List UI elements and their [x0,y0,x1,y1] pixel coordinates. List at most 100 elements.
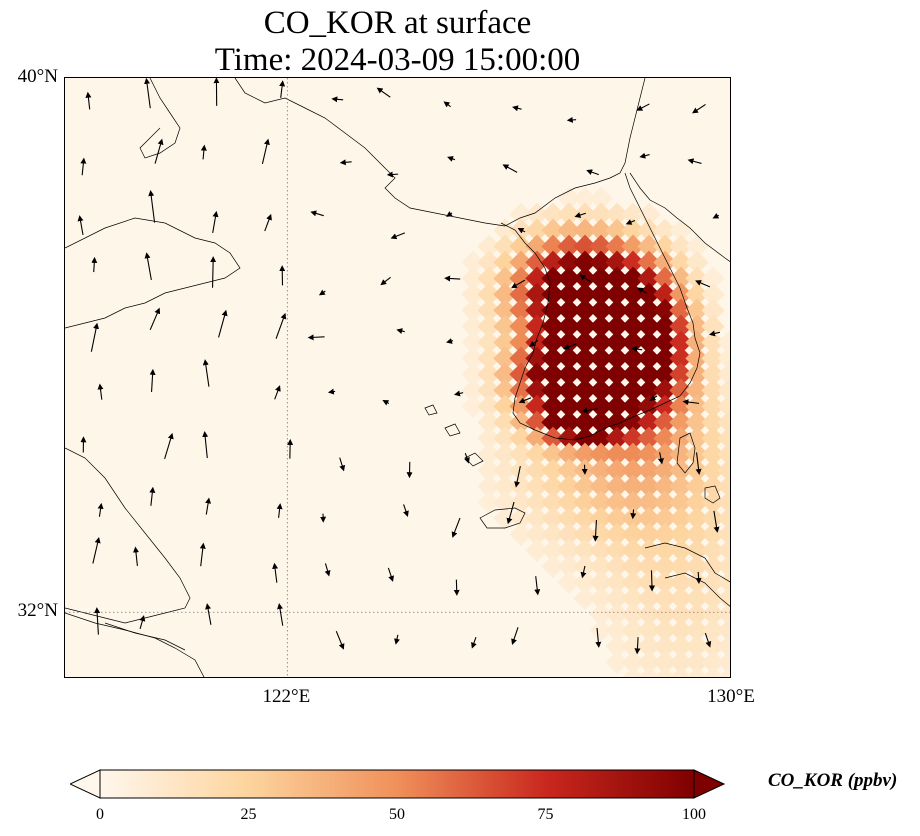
field-cell [637,538,661,563]
wind-arrow [514,466,521,488]
field-cell [493,394,517,419]
field-cell [493,266,517,291]
field-cell [461,394,485,419]
field-cell [477,410,501,435]
field-cell [717,554,730,579]
colorbar-max-extend [693,769,726,799]
field-cell [557,282,581,307]
wind-arrow [339,159,352,166]
field-cell [605,634,629,659]
field-cell [669,314,693,339]
field-cell [717,634,730,659]
wind-arrow [382,400,390,406]
field-cell [589,234,613,259]
field-cell [621,570,645,595]
field-cell [541,282,565,307]
field-cell [493,282,517,307]
field-cell [669,490,693,515]
field-cell [541,250,565,275]
wind-arrow [713,510,720,533]
field-cell [477,426,501,451]
field-cell [717,474,730,499]
field-cell [525,442,549,467]
field-cell [653,362,677,387]
field-cell [477,250,501,275]
field-cell [669,458,693,483]
field-cell [605,554,629,579]
coastlines [65,78,730,677]
field-cell [557,202,581,227]
field-cell [669,298,693,323]
field-cell [717,410,730,435]
field-cell [541,298,565,323]
field-cell [557,554,581,579]
wind-arrow [586,169,599,176]
field-cell [621,666,645,677]
wind-arrow [692,103,706,114]
field-cell [637,602,661,627]
field-cell [717,522,730,547]
field-cell [557,266,581,291]
wind-arrow [649,395,658,401]
field-cell [589,330,613,355]
wind-arrow [331,96,344,103]
wind-arrow [335,630,345,650]
field-cell [621,586,645,611]
field-cell [669,634,693,659]
field-cell [669,650,693,675]
field-cell [589,378,613,403]
field-cell [685,474,709,499]
field-cell [605,474,629,499]
field-cell [653,330,677,355]
field-cell [493,378,517,403]
field-cell [653,650,677,675]
field-cell [525,282,549,307]
field-cell [525,394,549,419]
field-cell [717,570,730,595]
field-cell [669,666,693,677]
field-cell [541,362,565,387]
wind-arrow [634,637,641,655]
field-cell [669,362,693,387]
field-cell [605,250,629,275]
field-cell [541,490,565,515]
field-cell [637,218,661,243]
field-cell [557,474,581,499]
wind-arrow [90,322,100,352]
field-cell [461,362,485,387]
field-cell [637,522,661,547]
wind-arrow [80,157,87,176]
field-cell [605,282,629,307]
field-cell [605,362,629,387]
field-cell [637,586,661,611]
latitude-label: 40°N [17,66,58,87]
field-cell [653,410,677,435]
field-cell [493,362,517,387]
wind-arrow [310,210,324,217]
wind-arrow [212,210,219,234]
field-cell [605,234,629,259]
field-cell [573,522,597,547]
field-cell [669,234,693,259]
map-title: CO_KOR at surface [263,5,532,41]
field-cell [525,426,549,451]
field-cell [701,538,725,563]
field-cell [685,650,709,675]
field-cell [589,186,613,211]
field-cell [541,506,565,531]
field-cell [589,314,613,339]
field-cell [493,234,517,259]
field-cell [573,202,597,227]
field-cell [477,394,501,419]
field-cell [605,570,629,595]
field-cell [701,266,725,291]
wind-arrow [272,562,279,583]
field-cell [701,666,725,677]
field-cell [621,618,645,643]
field-cell [685,490,709,515]
field-cell [621,474,645,499]
field-cell [685,506,709,531]
wind-arrow [149,486,156,506]
field-cell [557,378,581,403]
wind-arrow [637,287,648,294]
